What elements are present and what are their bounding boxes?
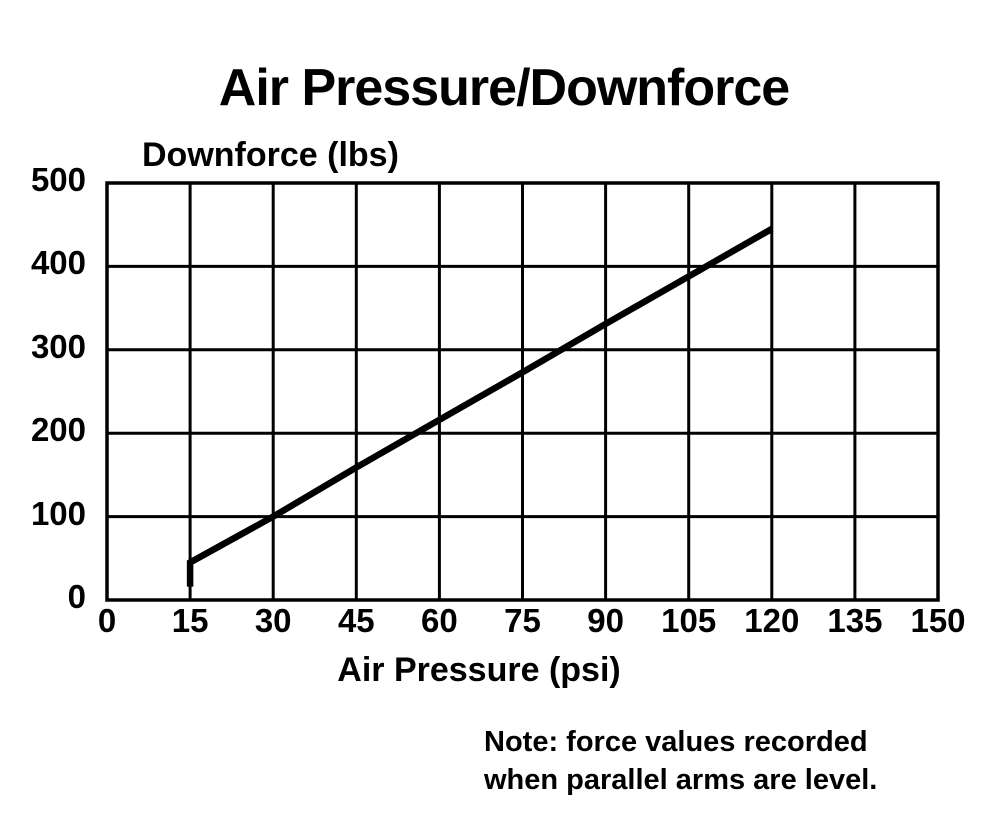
x-tick-label: 30 xyxy=(254,602,292,639)
y-tick-label: 400 xyxy=(30,244,86,282)
x-tick-label: 60 xyxy=(421,602,458,639)
y-tick-label: 200 xyxy=(30,411,86,449)
note-line-1: Note: force values recorded xyxy=(484,726,868,758)
x-tick-label: 150 xyxy=(910,602,966,639)
y-tick-label: 500 xyxy=(30,161,86,198)
x-axis-title: Air Pressure (psi) xyxy=(337,651,621,689)
x-tick-label: 90 xyxy=(587,602,624,639)
x-tick-label: 15 xyxy=(171,602,209,639)
y-axis-title: Downforce (lbs) xyxy=(142,136,399,174)
x-tick-label: 135 xyxy=(827,602,883,639)
y-tick-label: 100 xyxy=(30,494,86,532)
note-line-2: when parallel arms are level. xyxy=(484,764,878,796)
y-tick-label: 300 xyxy=(30,327,86,365)
x-tick-label: 45 xyxy=(337,602,375,639)
y-tick-label: 0 xyxy=(67,578,86,615)
x-tick-label: 75 xyxy=(504,602,541,639)
x-tick-label: 105 xyxy=(661,602,717,639)
note: Note: force values recorded when paralle… xyxy=(484,723,877,799)
x-tick-label: 0 xyxy=(97,602,117,639)
data-line xyxy=(186,226,774,587)
plot-border xyxy=(105,181,940,602)
chart-title: Air Pressure/Downforce xyxy=(218,59,790,117)
x-tick-label: 120 xyxy=(744,602,800,639)
